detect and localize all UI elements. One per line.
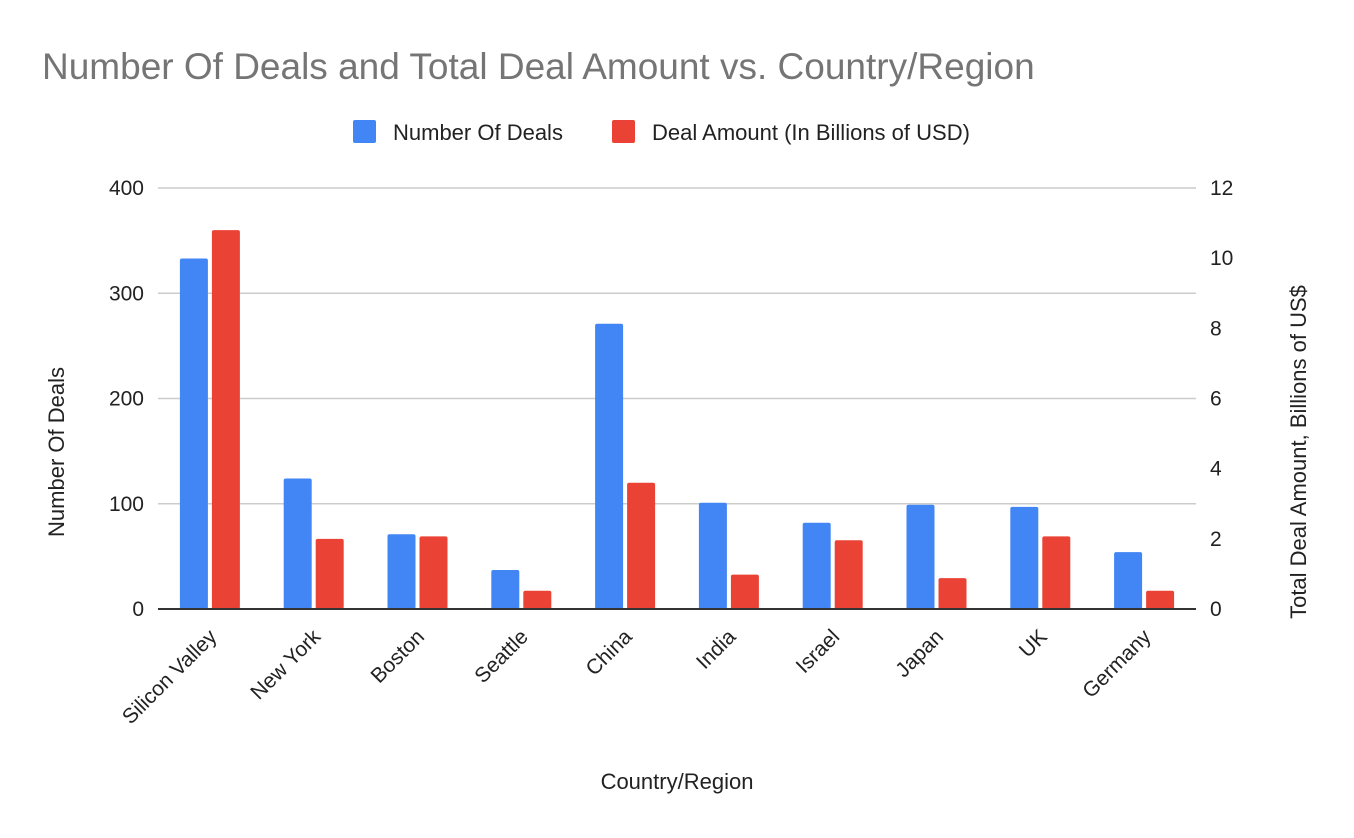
- right-tick-label: 8: [1210, 317, 1222, 340]
- bar-amount-india: [730, 574, 759, 609]
- right-axis-label: Total Deal Amount, Billions of US$: [1286, 285, 1311, 619]
- right-tick-label: 6: [1210, 388, 1222, 411]
- legend: Number Of Deals Deal Amount (In Billions…: [353, 120, 970, 145]
- legend-label-number-of-deals: Number Of Deals: [393, 120, 563, 145]
- left-tick-label: 400: [109, 177, 144, 200]
- bar-deals-israel: [802, 522, 831, 609]
- category-label-seattle: Seattle: [470, 625, 533, 688]
- bar-deals-germany: [1114, 552, 1143, 609]
- bar-amount-silicon-valley: [211, 230, 240, 609]
- left-tick-label: 200: [109, 388, 144, 411]
- category-labels: Silicon Valley New York Boston Seattle China…: [118, 625, 1156, 729]
- bars: [179, 230, 1175, 609]
- chart-title: Number Of Deals and Total Deal Amount vs…: [42, 46, 1035, 87]
- legend-label-deal-amount: Deal Amount (In Billions of USD): [652, 120, 970, 145]
- category-label-japan: Japan: [891, 625, 948, 682]
- bar-deals-japan: [906, 504, 935, 609]
- right-tick-label: 2: [1210, 528, 1222, 551]
- category-label-boston: Boston: [367, 625, 430, 688]
- gridlines: [158, 187, 1196, 505]
- bar-deals-silicon-valley: [179, 258, 208, 609]
- bar-deals-uk: [1010, 506, 1039, 609]
- left-tick-label: 300: [109, 282, 144, 305]
- bar-deals-new-york: [283, 478, 312, 609]
- bar-deals-boston: [387, 534, 416, 609]
- right-tick-label: 10: [1210, 247, 1233, 270]
- category-label-china: China: [582, 625, 637, 680]
- bar-amount-israel: [834, 540, 863, 609]
- category-label-germany: Germany: [1078, 625, 1156, 703]
- category-label-israel: Israel: [792, 625, 845, 678]
- bar-deals-seattle: [491, 570, 520, 609]
- left-axis-ticks: 0 100 200 300 400: [109, 177, 144, 621]
- legend-swatch-number-of-deals: [353, 120, 376, 143]
- x-axis-label: Country/Region: [601, 769, 754, 794]
- category-label-india: India: [692, 625, 741, 674]
- category-label-uk: UK: [1015, 625, 1052, 662]
- category-label-new-york: New York: [246, 625, 325, 704]
- left-tick-label: 100: [109, 493, 144, 516]
- right-tick-label: 4: [1210, 458, 1222, 481]
- left-axis-label: Number Of Deals: [44, 367, 69, 537]
- category-label-silicon-valley: Silicon Valley: [118, 625, 222, 729]
- right-axis-ticks: 0 2 4 6 8 10 12: [1210, 177, 1233, 621]
- legend-swatch-deal-amount: [612, 120, 635, 143]
- bar-amount-germany: [1146, 590, 1175, 609]
- left-tick-label: 0: [132, 598, 144, 621]
- right-tick-label: 0: [1210, 598, 1222, 621]
- bar-amount-china: [627, 482, 656, 609]
- bar-deals-china: [595, 323, 624, 609]
- bar-amount-uk: [1042, 536, 1071, 609]
- bar-amount-japan: [938, 578, 967, 609]
- bar-deals-india: [698, 502, 727, 609]
- bar-amount-boston: [419, 536, 448, 609]
- right-tick-label: 12: [1210, 177, 1233, 200]
- bar-amount-new-york: [315, 538, 344, 609]
- bar-amount-seattle: [523, 590, 552, 609]
